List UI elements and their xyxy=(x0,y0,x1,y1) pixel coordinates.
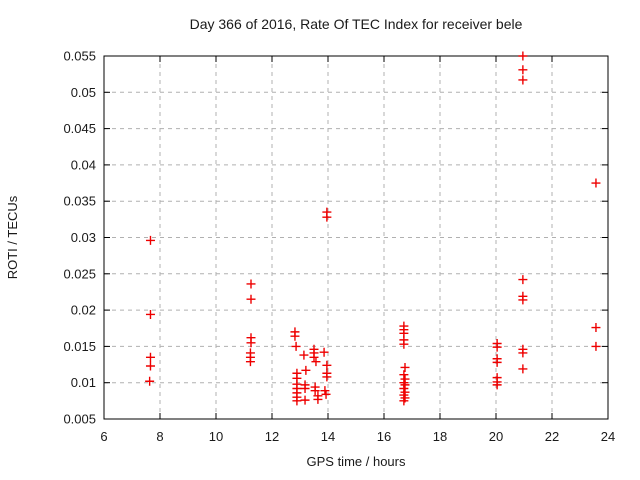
data-point xyxy=(400,362,410,372)
data-point xyxy=(399,370,409,380)
data-point xyxy=(299,350,309,360)
data-point xyxy=(322,372,332,382)
data-point xyxy=(321,389,331,399)
x-tick-label: 24 xyxy=(601,429,615,444)
y-tick-label: 0.045 xyxy=(63,121,96,136)
data-point xyxy=(322,212,332,222)
data-point xyxy=(492,357,502,367)
x-tick-label: 14 xyxy=(321,429,335,444)
grid-layer xyxy=(104,56,608,419)
x-tick-label: 10 xyxy=(209,429,223,444)
data-point-layer xyxy=(145,51,601,406)
chart-title: Day 366 of 2016, Rate Of TEC Index for r… xyxy=(190,16,523,32)
data-point xyxy=(291,341,301,351)
data-point xyxy=(301,365,311,375)
x-tick-label: 22 xyxy=(545,429,559,444)
data-point xyxy=(145,352,155,362)
data-point xyxy=(518,364,528,374)
x-tick-label: 16 xyxy=(377,429,391,444)
data-point xyxy=(591,323,601,333)
x-axis-label: GPS time / hours xyxy=(307,454,406,469)
tick-label-layer: 6 8 10 12 14 16 18 20 22 24 0.005 0.01 0.015 0.02 0.02… xyxy=(63,49,615,445)
data-point xyxy=(518,348,528,358)
y-tick-label: 0.04 xyxy=(71,157,96,172)
data-point xyxy=(145,235,155,245)
data-point xyxy=(300,384,310,394)
y-tick-label: 0.03 xyxy=(71,230,96,245)
data-point xyxy=(518,295,528,305)
x-tick-label: 12 xyxy=(265,429,279,444)
data-point xyxy=(245,357,255,367)
data-point xyxy=(518,51,528,61)
data-point xyxy=(518,275,528,285)
data-point xyxy=(591,178,601,188)
y-tick-label: 0.05 xyxy=(71,85,96,100)
data-point xyxy=(518,65,528,75)
data-point xyxy=(290,331,300,341)
data-point xyxy=(246,338,256,348)
data-point xyxy=(145,376,155,386)
data-point xyxy=(300,395,310,405)
data-point xyxy=(145,309,155,319)
data-point xyxy=(591,341,601,351)
y-tick-label: 0.055 xyxy=(63,49,96,64)
data-point xyxy=(246,279,256,289)
x-tick-label: 18 xyxy=(433,429,447,444)
y-axis-label: ROTI / TECUs xyxy=(5,195,20,279)
data-point xyxy=(518,75,528,85)
data-point xyxy=(145,361,155,371)
data-point xyxy=(399,396,409,406)
data-point xyxy=(399,339,409,349)
data-point xyxy=(313,394,323,404)
y-tick-label: 0.02 xyxy=(71,303,96,318)
data-point xyxy=(309,352,319,362)
data-point xyxy=(292,396,302,406)
y-tick-label: 0.01 xyxy=(71,375,96,390)
data-point xyxy=(246,294,256,304)
y-tick-label: 0.025 xyxy=(63,266,96,281)
data-point xyxy=(492,342,502,352)
data-point xyxy=(319,347,329,357)
y-tick-label: 0.005 xyxy=(63,412,96,427)
y-tick-label: 0.015 xyxy=(63,339,96,354)
data-point xyxy=(492,380,502,390)
x-tick-label: 20 xyxy=(489,429,503,444)
data-point xyxy=(311,357,321,367)
x-tick-label: 6 xyxy=(100,429,107,444)
y-tick-label: 0.035 xyxy=(63,194,96,209)
data-point xyxy=(322,360,332,370)
plot-border xyxy=(103,55,609,420)
data-point xyxy=(310,386,320,396)
x-tick-label: 8 xyxy=(156,429,163,444)
